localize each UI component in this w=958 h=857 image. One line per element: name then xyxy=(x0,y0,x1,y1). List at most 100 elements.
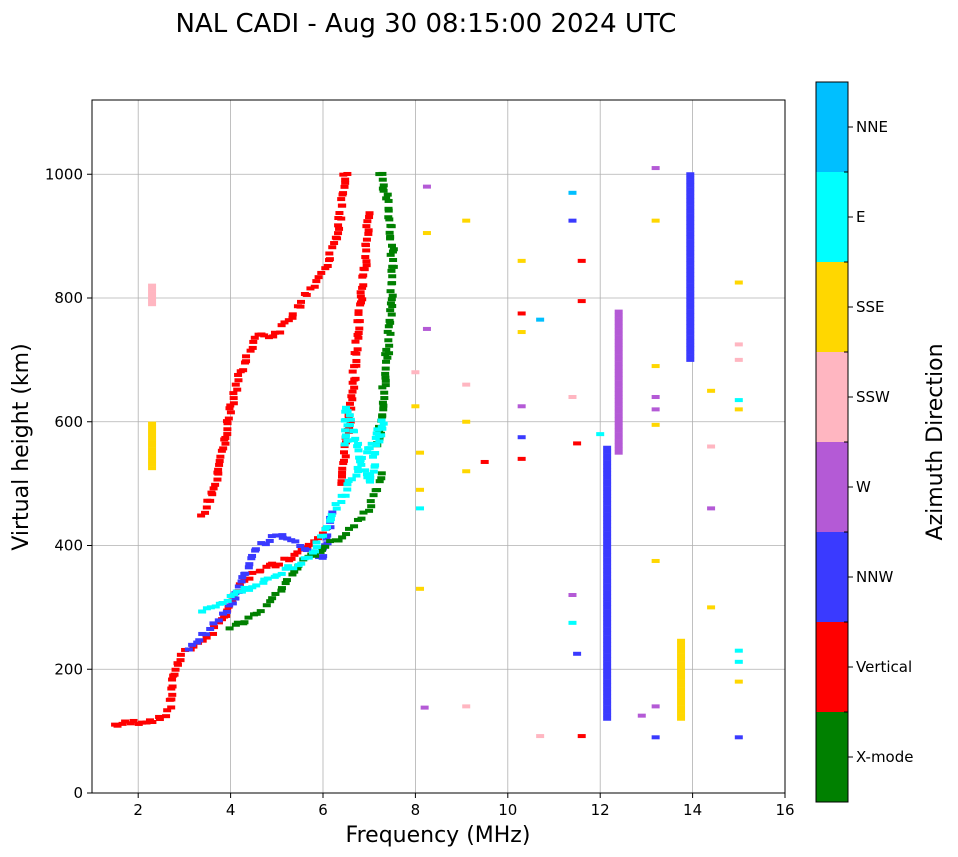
scatter-echo xyxy=(734,659,743,664)
trace-echo xyxy=(389,264,398,269)
trace-echo xyxy=(337,479,346,484)
trace-echo xyxy=(341,433,350,438)
trace-echo xyxy=(248,345,257,350)
trace-echo xyxy=(202,606,211,611)
trace-echo xyxy=(233,620,242,625)
column-echo xyxy=(614,413,623,418)
trace-echo xyxy=(354,309,363,314)
trace-echo xyxy=(251,547,260,552)
column-echo xyxy=(603,664,612,669)
trace-echo xyxy=(266,599,275,604)
column-echo xyxy=(686,339,695,344)
trace-echo xyxy=(339,461,348,466)
trace-echo xyxy=(225,626,234,631)
trace-echo xyxy=(176,658,185,663)
trace-echo xyxy=(378,177,387,182)
trace-echo xyxy=(226,403,235,408)
column-echo xyxy=(603,638,612,643)
column-echo xyxy=(603,713,612,718)
scatter-echo xyxy=(568,620,577,625)
column-echo xyxy=(148,451,157,456)
column-echo xyxy=(603,661,612,666)
trace-echo xyxy=(142,720,151,725)
trace-echo xyxy=(356,290,365,295)
trace-echo xyxy=(341,418,350,423)
column-echo xyxy=(614,420,623,425)
trace-echo xyxy=(378,385,387,390)
column-echo xyxy=(686,272,695,277)
column-echo xyxy=(686,224,695,229)
column-echo xyxy=(686,354,695,359)
trace-echo xyxy=(214,467,223,472)
trace-echo xyxy=(280,556,289,561)
trace-echo xyxy=(195,638,204,643)
column-echo xyxy=(614,365,623,370)
column-echo xyxy=(614,343,623,348)
scatter-echo xyxy=(637,713,646,718)
column-echo xyxy=(603,609,612,614)
column-echo xyxy=(148,440,157,445)
column-echo xyxy=(686,246,695,251)
scatter-echo xyxy=(568,593,577,597)
trace-echo xyxy=(383,355,392,360)
x-tick-label: 16 xyxy=(775,801,794,819)
column-echo xyxy=(603,464,612,469)
trace-echo xyxy=(293,566,302,571)
trace-echo xyxy=(366,472,375,477)
x-axis-label: Frequency (MHz) xyxy=(346,823,531,848)
column-echo xyxy=(603,605,612,610)
column-echo xyxy=(603,538,612,543)
trace-echo xyxy=(289,566,298,571)
trace-echo xyxy=(302,292,311,297)
scatter-echo xyxy=(651,218,660,223)
trace-echo xyxy=(237,589,246,594)
trace-echo xyxy=(129,718,138,723)
scatter-echo xyxy=(707,388,716,393)
column-echo xyxy=(603,553,612,558)
trace-echo xyxy=(318,531,327,536)
trace-echo xyxy=(339,458,348,463)
trace-echo xyxy=(337,481,346,486)
trace-echo xyxy=(353,444,362,449)
column-echo xyxy=(677,679,686,684)
column-echo xyxy=(686,343,695,348)
trace-echo xyxy=(344,526,353,531)
trace-echo xyxy=(118,721,127,726)
trace-echo xyxy=(344,478,353,483)
trace-echo xyxy=(224,416,233,421)
trace-echo xyxy=(167,705,176,710)
trace-echo xyxy=(222,419,231,424)
column-echo xyxy=(603,631,612,636)
trace-echo xyxy=(341,428,350,433)
column-echo xyxy=(148,298,157,303)
column-echo xyxy=(677,698,686,703)
trace-echo xyxy=(163,708,172,713)
trace-echo xyxy=(277,323,286,328)
trace-echo xyxy=(267,534,276,539)
trace-echo xyxy=(271,591,280,596)
y-axis-ticks: 0 200 400 600 800 1000 xyxy=(45,165,92,802)
column-echo xyxy=(686,198,695,203)
trace-echo xyxy=(262,603,271,608)
column-echo xyxy=(603,586,612,591)
trace-echo xyxy=(379,188,388,193)
trace-echo xyxy=(379,403,388,408)
colorbar-segment xyxy=(816,712,848,802)
colorbar-segment xyxy=(816,172,848,262)
chart-title: NAL CADI - Aug 30 08:15:00 2024 UTC xyxy=(176,9,677,39)
trace-echo xyxy=(287,556,296,561)
trace-echo xyxy=(343,487,352,492)
trace-echo xyxy=(331,502,340,507)
trace-echo xyxy=(357,516,366,521)
trace-echo xyxy=(219,446,228,451)
column-echo xyxy=(603,479,612,484)
trace-echo xyxy=(238,575,247,580)
scatter-echo xyxy=(734,398,743,403)
trace-echo xyxy=(206,626,215,631)
trace-echo xyxy=(359,266,368,271)
trace-echo xyxy=(378,413,387,418)
trace-echo xyxy=(387,243,396,248)
trace-echo xyxy=(300,556,309,561)
trace-echo xyxy=(350,351,359,356)
column-echo xyxy=(603,583,612,588)
